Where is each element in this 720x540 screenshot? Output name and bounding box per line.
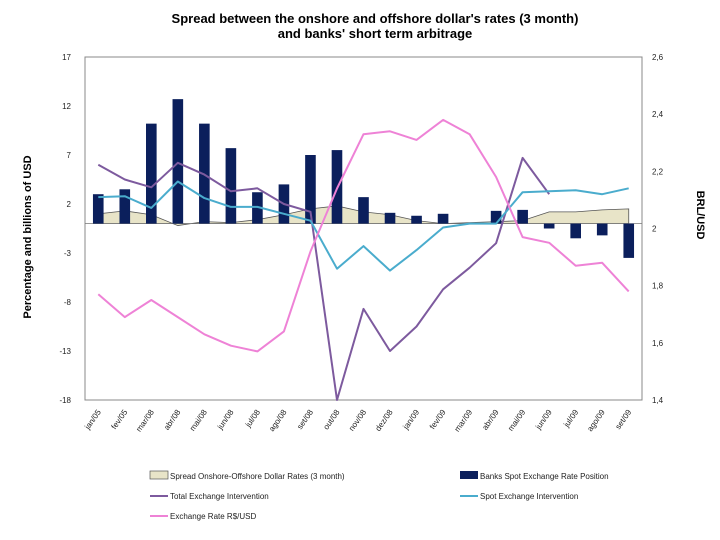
- x-tick-abr-08: abr/08: [162, 408, 183, 432]
- x-tick-ago-08: ago/08: [267, 408, 289, 434]
- line-series-1: [98, 180, 629, 272]
- left-tick-3: 2: [67, 200, 72, 209]
- line-series: [97, 118, 630, 401]
- left-tick-4: -3: [64, 249, 72, 258]
- bar-nov-08: [358, 197, 369, 224]
- left-tick-1: 12: [62, 102, 71, 111]
- left-tick-2: 7: [67, 151, 72, 160]
- x-tick-mar-09: mar/09: [453, 408, 475, 434]
- bar-abr-08: [172, 99, 184, 224]
- legend-item-exchange-rate: Exchange Rate R$/USD: [150, 512, 256, 521]
- x-tick-jan-09: jan/09: [401, 408, 422, 432]
- right-tick-5: 1,6: [652, 339, 664, 348]
- legend-item-banks: Banks Spot Exchange Rate Position: [460, 471, 609, 481]
- bar-jan-09: [411, 215, 422, 224]
- bar-jul-09: [570, 223, 581, 239]
- right-tick-1: 2,4: [652, 110, 664, 119]
- legend-swatch-banks: [460, 471, 478, 479]
- left-tick-6: -13: [59, 347, 71, 356]
- x-tick-out-08: out/08: [321, 408, 341, 432]
- line-series-0: [97, 156, 551, 401]
- legend: Spread Onshore-Offshore Dollar Rates (3 …: [149, 470, 609, 521]
- plot-frame: [84, 56, 643, 401]
- right-tick-2: 2,2: [652, 167, 664, 176]
- legend-label-banks: Banks Spot Exchange Rate Position: [480, 472, 609, 481]
- line-series-2: [97, 118, 630, 353]
- legend-item-spread: Spread Onshore-Offshore Dollar Rates (3 …: [149, 470, 345, 481]
- x-tick-abr-09: abr/09: [480, 408, 501, 432]
- bar-mar-08: [146, 123, 157, 224]
- right-axis-ticks: 2,6 2,4 2,2 2 1,8 1,6 1,4: [652, 53, 664, 405]
- legend-label-exchange-rate: Exchange Rate R$/USD: [170, 512, 256, 521]
- right-tick-0: 2,6: [652, 53, 664, 62]
- chart-title-line-2: and banks' short term arbitrage: [278, 26, 473, 41]
- x-axis-ticks: jan/05 fev/05 mar/08 abr/08 mai/08 jun/08 jul/…: [82, 408, 633, 434]
- bar-fev-05: [119, 189, 131, 224]
- legend-label-spread: Spread Onshore-Offshore Dollar Rates (3 …: [170, 472, 345, 481]
- bar-jan-05: [92, 194, 104, 224]
- legend-swatch-spread: [149, 470, 169, 480]
- bar-fev-09: [437, 213, 449, 224]
- left-axis-ticks: 17 12 7 2 -3 -8 -13 -18: [59, 53, 71, 405]
- left-axis-label: Percentage and billions of USD: [22, 155, 34, 318]
- x-tick-mar-08: mar/08: [134, 408, 156, 434]
- bar-jun-09: [543, 223, 555, 229]
- legend-label-spot-intervention: Spot Exchange Intervention: [480, 492, 578, 501]
- x-tick-jul-08: jul/08: [243, 408, 262, 430]
- left-tick-5: -8: [64, 298, 72, 307]
- x-tick-mai-08: mai/08: [188, 408, 209, 433]
- left-tick-7: -18: [59, 396, 71, 405]
- x-tick-fev-09: fev/09: [428, 408, 448, 431]
- chart-title-line-1: Spread between the onshore and offshore …: [172, 11, 579, 26]
- legend-item-total-intervention: Total Exchange Intervention: [150, 492, 269, 501]
- bar-mai-09: [517, 209, 528, 224]
- bar-set-08: [305, 155, 316, 224]
- bar-jun-08: [225, 148, 237, 224]
- x-tick-set-09: set/09: [614, 408, 634, 431]
- x-tick-jan-05: jan/05: [82, 408, 103, 432]
- x-tick-nov-08: nov/08: [347, 408, 368, 433]
- right-tick-3: 2: [652, 225, 657, 234]
- x-tick-mai-09: mai/09: [506, 408, 527, 433]
- x-tick-dez-08: dez/08: [374, 408, 395, 433]
- right-tick-4: 1,8: [652, 282, 664, 291]
- left-tick-0: 17: [62, 53, 71, 62]
- x-tick-ago-09: ago/09: [585, 408, 607, 434]
- x-tick-set-08: set/08: [295, 408, 315, 431]
- legend-label-total-intervention: Total Exchange Intervention: [170, 492, 269, 501]
- x-tick-jun-08: jun/08: [215, 408, 236, 432]
- right-axis-label: BRL/USD: [694, 191, 706, 240]
- legend-item-spot-intervention: Spot Exchange Intervention: [460, 492, 578, 501]
- right-tick-6: 1,4: [652, 396, 664, 405]
- banks-position-bars: [92, 99, 635, 258]
- bar-abr-09: [490, 210, 502, 224]
- bar-set-09: [623, 223, 635, 258]
- bar-dez-08: [384, 212, 396, 224]
- x-tick-jul-09: jul/09: [561, 408, 580, 430]
- x-tick-fev-05: fev/05: [110, 408, 130, 431]
- bar-ago-09: [596, 223, 608, 236]
- x-tick-jun-09: jun/09: [533, 408, 554, 432]
